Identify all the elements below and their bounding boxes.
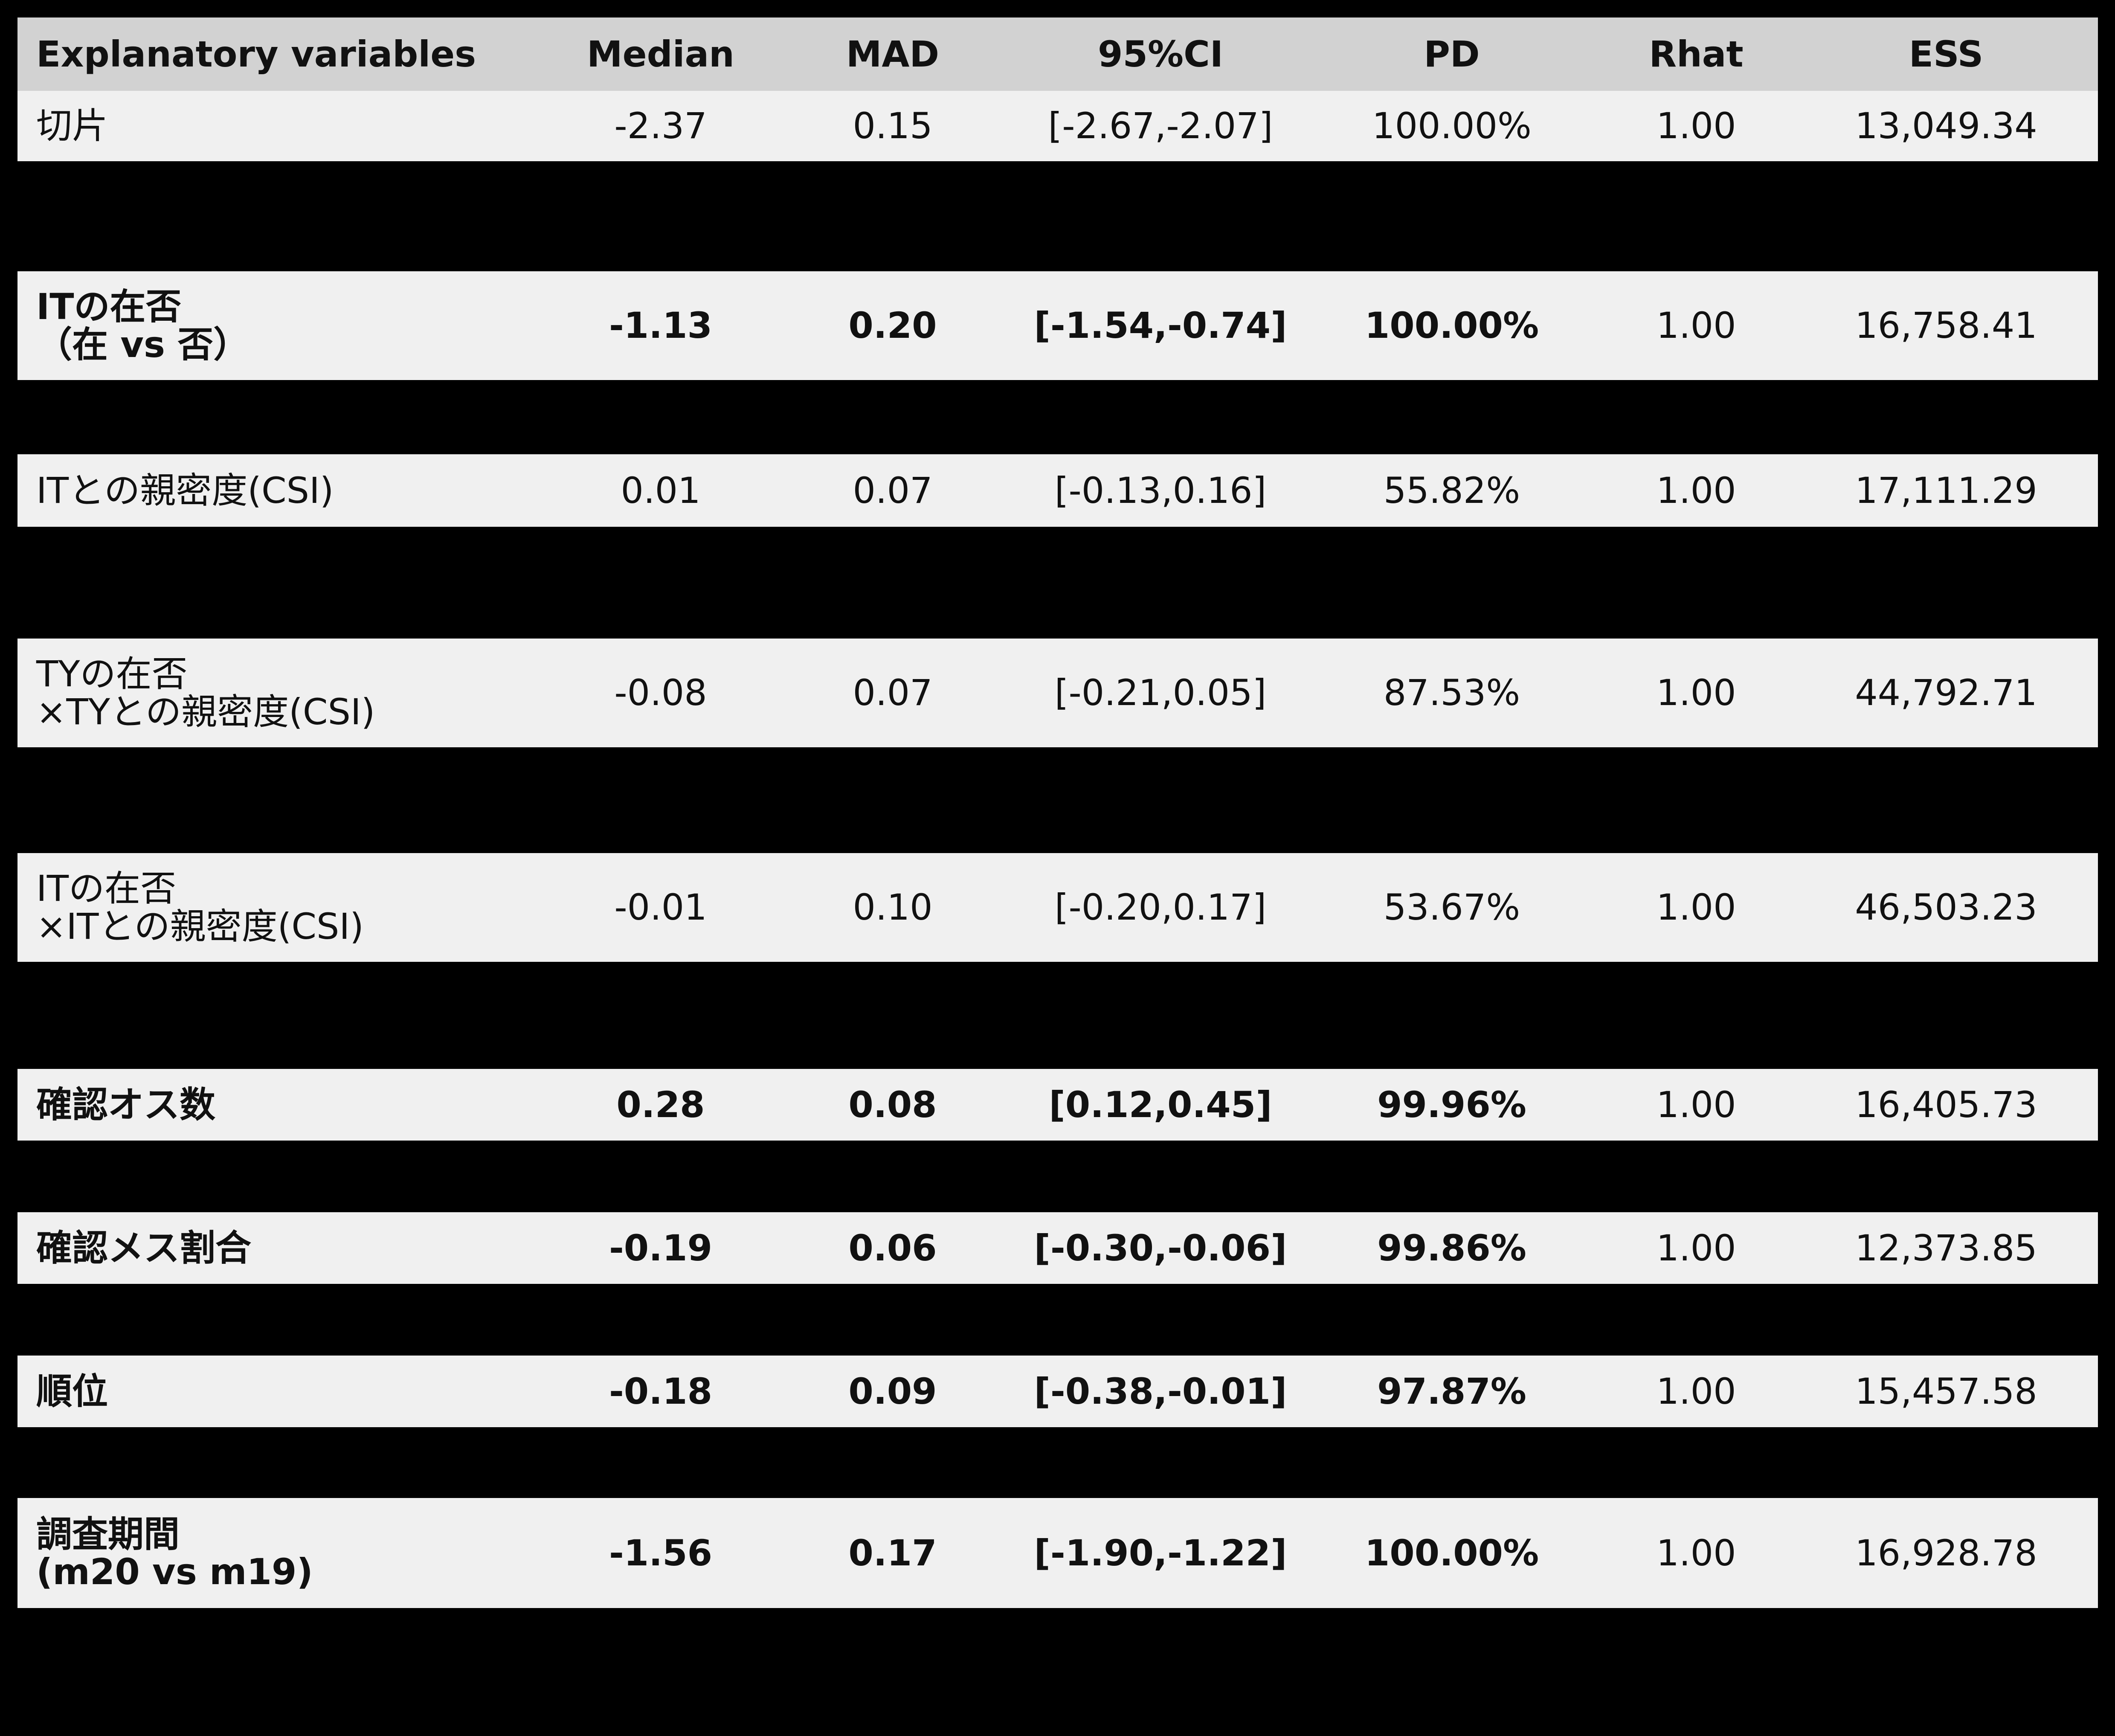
row-ci: [-0.30,-0.06]	[1034, 1227, 1287, 1269]
row-median: -1.13	[609, 305, 713, 347]
row-ess: 12,373.85	[1855, 1227, 2037, 1269]
table-row-male-count: 確認オス数 0.28 0.08 [0.12,0.45] 99.96% 1.00 …	[17, 1069, 2098, 1141]
header-ci: 95%CI	[1098, 33, 1223, 75]
row-median: -0.19	[609, 1227, 713, 1269]
row-rhat: 1.00	[1656, 672, 1736, 714]
table-row-intercept: 切片 -2.37 0.15 [-2.67,-2.07] 100.00% 1.00…	[17, 91, 2098, 161]
table-row-ty-interaction: TYの在否 ×TYとの親密度(CSI) -0.08 0.07 [-0.21,0.…	[17, 639, 2098, 747]
row-mad: 0.10	[853, 886, 933, 929]
table-row-it-interaction: ITの在否 ×ITとの親密度(CSI) -0.01 0.10 [-0.20,0.…	[17, 853, 2098, 962]
row-median: -1.56	[609, 1532, 713, 1574]
row-rhat: 1.00	[1656, 1227, 1736, 1269]
header-rhat: Rhat	[1649, 33, 1744, 75]
row-mad: 0.17	[848, 1532, 937, 1574]
row-pd: 99.86%	[1377, 1227, 1526, 1269]
row-median: -0.08	[614, 672, 707, 714]
row-ci: [-1.90,-1.22]	[1034, 1532, 1287, 1574]
table-header-row: Explanatory variables Median MAD 95%CI P…	[17, 17, 2098, 91]
row-ess: 17,111.29	[1855, 469, 2037, 511]
row-median: -0.01	[614, 886, 707, 929]
row-ci: [0.12,0.45]	[1049, 1083, 1272, 1126]
row-ess: 16,928.78	[1855, 1532, 2037, 1574]
row-mad: 0.15	[853, 105, 933, 147]
row-variable: 確認メス割合	[36, 1227, 252, 1269]
row-ci: [-1.54,-0.74]	[1034, 305, 1287, 347]
row-median: 0.01	[621, 469, 701, 511]
row-rhat: 1.00	[1656, 469, 1736, 511]
row-mad: 0.08	[848, 1083, 937, 1126]
row-variable: 確認オス数	[36, 1083, 216, 1126]
row-ci: [-0.21,0.05]	[1054, 672, 1267, 714]
row-variable: ITとの親密度(CSI)	[36, 469, 334, 511]
row-rhat: 1.00	[1656, 1370, 1736, 1412]
row-ess: 16,405.73	[1855, 1083, 2037, 1126]
row-variable: ITの在否 ×ITとの親密度(CSI)	[36, 868, 364, 947]
row-ci: [-0.13,0.16]	[1054, 469, 1267, 511]
row-mad: 0.09	[848, 1370, 937, 1412]
header-ess: ESS	[1909, 33, 1984, 75]
row-variable: TYの在否 ×TYとの親密度(CSI)	[36, 653, 375, 733]
row-median: -0.18	[609, 1370, 713, 1412]
row-ci: [-0.38,-0.01]	[1034, 1370, 1287, 1412]
row-rhat: 1.00	[1656, 1083, 1736, 1126]
row-mad: 0.07	[853, 469, 933, 511]
row-mad: 0.06	[848, 1227, 937, 1269]
row-ess: 44,792.71	[1855, 672, 2037, 714]
row-rhat: 1.00	[1656, 1532, 1736, 1574]
row-pd: 100.00%	[1364, 305, 1539, 347]
table-row-rank: 順位 -0.18 0.09 [-0.38,-0.01] 97.87% 1.00 …	[17, 1356, 2098, 1427]
row-pd: 100.00%	[1364, 1532, 1539, 1574]
row-variable: 切片	[36, 105, 108, 147]
row-ess: 16,758.41	[1855, 305, 2037, 347]
row-rhat: 1.00	[1656, 305, 1736, 347]
row-median: -2.37	[614, 105, 707, 147]
row-ess: 15,457.58	[1855, 1370, 2037, 1412]
row-ci: [-0.20,0.17]	[1054, 886, 1267, 929]
header-variable: Explanatory variables	[36, 33, 476, 75]
row-rhat: 1.00	[1656, 886, 1736, 929]
row-mad: 0.20	[848, 305, 937, 347]
row-pd: 87.53%	[1383, 672, 1520, 714]
row-variable: ITの在否 （在 vs 否）	[36, 286, 250, 366]
table-row-it-csi: ITとの親密度(CSI) 0.01 0.07 [-0.13,0.16] 55.8…	[17, 454, 2098, 527]
table-row-female-ratio: 確認メス割合 -0.19 0.06 [-0.30,-0.06] 99.86% 1…	[17, 1212, 2098, 1284]
table-row-it-presence: ITの在否 （在 vs 否） -1.13 0.20 [-1.54,-0.74] …	[17, 271, 2098, 380]
header-mad: MAD	[846, 33, 940, 75]
header-pd: PD	[1424, 33, 1480, 75]
row-rhat: 1.00	[1656, 105, 1736, 147]
row-variable: 調査期間 (m20 vs m19)	[36, 1513, 313, 1593]
row-pd: 53.67%	[1383, 886, 1520, 929]
row-mad: 0.07	[853, 672, 933, 714]
row-pd: 99.96%	[1377, 1083, 1526, 1126]
header-median: Median	[587, 33, 734, 75]
row-variable: 順位	[36, 1370, 108, 1412]
row-ci: [-2.67,-2.07]	[1048, 105, 1273, 147]
table-row-survey-period: 調査期間 (m20 vs m19) -1.56 0.17 [-1.90,-1.2…	[17, 1498, 2098, 1608]
row-pd: 100.00%	[1372, 105, 1532, 147]
row-median: 0.28	[616, 1083, 705, 1126]
row-pd: 55.82%	[1383, 469, 1520, 511]
row-pd: 97.87%	[1377, 1370, 1526, 1412]
row-ess: 13,049.34	[1855, 105, 2037, 147]
row-ess: 46,503.23	[1855, 886, 2037, 929]
